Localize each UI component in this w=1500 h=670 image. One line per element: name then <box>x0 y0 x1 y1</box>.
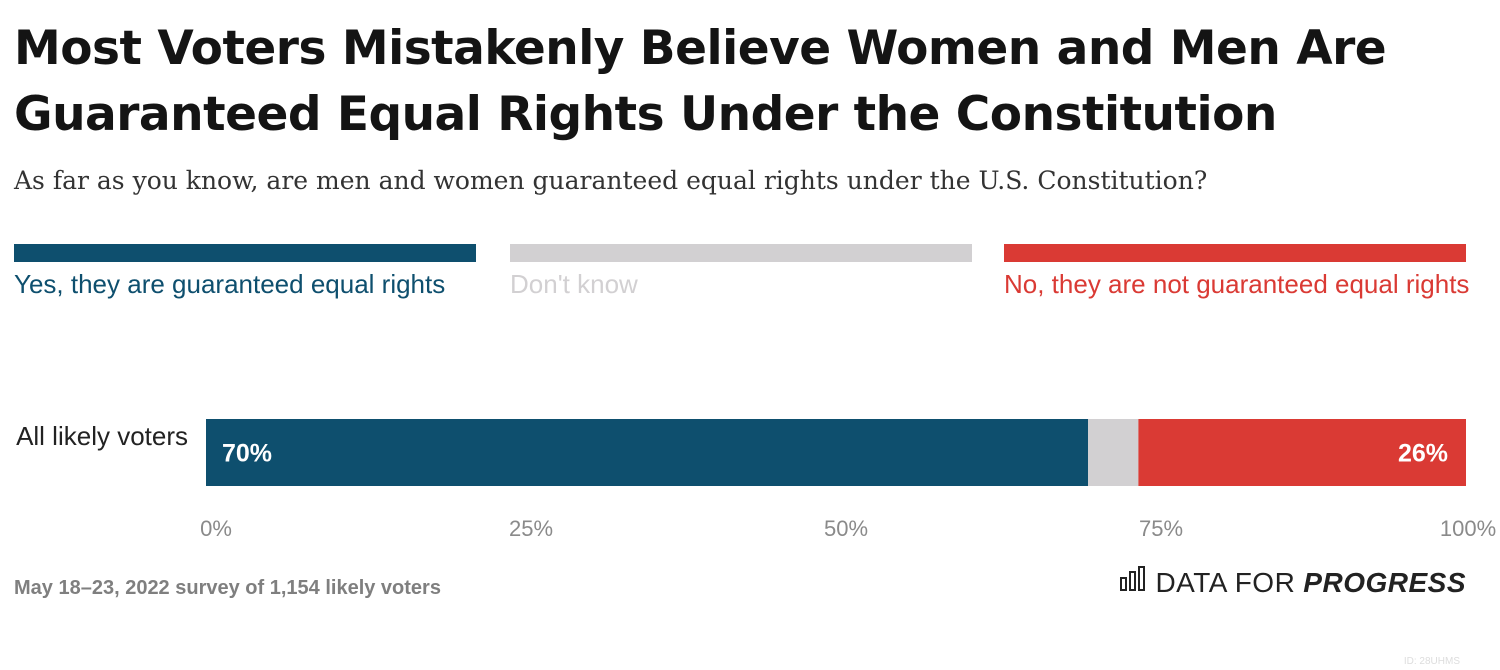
bar-segment <box>1088 419 1139 486</box>
bar-chart-logo-icon <box>1119 566 1147 599</box>
bar-data-label: 26% <box>1398 440 1448 468</box>
bar-data-label: 70% <box>222 440 272 468</box>
chart-subtitle: As far as you know, are men and women gu… <box>14 166 1208 195</box>
stacked-bar-chart: 70% 26% 0% 25% 50% 75% 100% <box>200 419 1496 541</box>
legend-swatch <box>510 244 972 262</box>
category-label: All likely voters <box>16 421 188 451</box>
x-tick-label: 25% <box>509 516 553 541</box>
x-tick-label: 50% <box>824 516 868 541</box>
chart-title: Most Voters Mistakenly Believe Women and… <box>14 21 1387 142</box>
legend-swatch <box>1004 244 1466 262</box>
legend-swatch <box>14 244 476 262</box>
footer-note: May 18–23, 2022 survey of 1,154 likely v… <box>14 577 441 599</box>
bar-segment <box>206 419 1088 486</box>
x-tick-label: 75% <box>1139 516 1183 541</box>
logo-text-data: DATA FOR <box>1155 566 1296 598</box>
x-tick-label: 0% <box>200 516 232 541</box>
data-for-progress-logo: DATA FOR PROGRESS <box>1119 566 1466 599</box>
image-id: ID: 28UHMS <box>1403 656 1460 667</box>
bar-segment <box>1138 419 1466 486</box>
logo-text-progress: PROGRESS <box>1303 566 1466 598</box>
legend-label: Don't know <box>510 269 638 299</box>
x-tick-label: 100% <box>1440 516 1496 541</box>
legend-label: Yes, they are guaranteed equal rights <box>14 269 446 299</box>
legend-label: No, they are not guaranteed equal rights <box>1004 269 1470 299</box>
